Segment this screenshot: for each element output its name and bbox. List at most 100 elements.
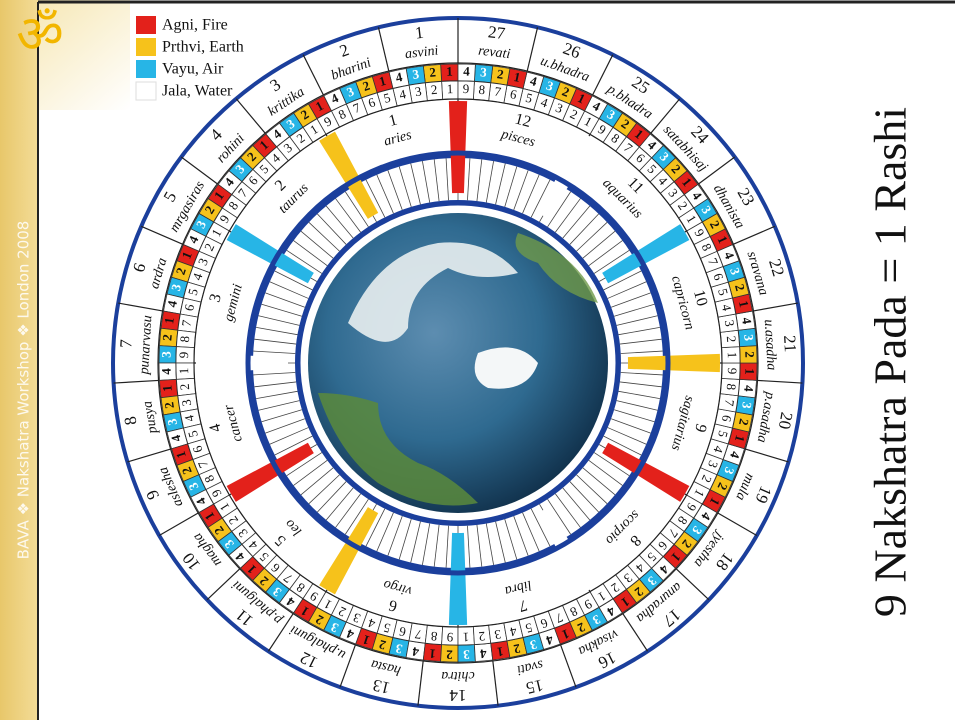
pada-number: 3 [727,266,743,277]
spoke [619,338,662,345]
pada-number: 4 [164,299,180,309]
nakshatra-number: 14 [449,686,467,705]
spoke [274,270,313,291]
nakshatra-divider [127,448,171,463]
pada-number: 2 [742,351,757,358]
spoke [607,427,647,445]
nakshatra-divider [526,27,539,72]
pada-number: 3 [159,351,174,358]
navamsha-number: 5 [715,287,731,297]
pada-number: 1 [736,299,752,308]
spoke [620,350,663,354]
nakshatra-divider [206,568,241,601]
pada-number: 1 [429,646,437,662]
pada-number: 2 [560,83,572,99]
spoke [308,222,340,252]
spoke [433,159,440,202]
legend-swatch [136,16,156,34]
nakshatra-divider [622,613,649,652]
spoke [398,166,412,207]
spoke [376,512,394,552]
spoke [588,460,623,486]
spoke [467,525,471,568]
spoke [308,474,340,504]
spoke [593,250,630,274]
navamsha-number: 8 [478,82,486,98]
legend-swatch [136,38,156,56]
navamsha-number: 5 [715,429,731,439]
spoke [603,435,642,456]
navamsha-number: 6 [538,615,549,631]
pada-number: 4 [479,646,487,662]
nakshatra-divider [757,379,803,384]
nakshatra-number: 15 [524,675,545,697]
side-strip [0,0,38,720]
pada-number: 1 [446,64,453,79]
navamsha-number: 6 [509,86,519,102]
pada-number: 2 [429,64,437,80]
rashi-number: 10 [690,288,711,308]
pada-number: 2 [512,641,521,657]
navamsha-number: 3 [493,627,502,643]
navamsha-number: 2 [177,383,193,391]
pada-number: 3 [528,637,539,653]
spoke [476,524,483,567]
spoke [616,315,658,326]
rashi-name: libra [503,577,533,599]
navamsha-number: 6 [366,94,377,110]
spoke [620,372,663,376]
pada-number: 3 [394,641,404,657]
navamsha-number: 2 [478,629,486,645]
spoke [576,474,608,504]
nakshatra-divider [560,644,577,688]
spoke [485,523,494,565]
navamsha-number: 9 [463,81,470,96]
nakshatra-divider [650,98,681,134]
navamsha-number: 4 [719,303,735,313]
spoke [433,524,440,567]
nakshatra-name: pusya [140,400,161,436]
spoke [619,381,662,388]
spoke [410,521,421,563]
spoke [562,487,591,521]
spoke [253,350,296,354]
pada-number: 1 [178,249,194,261]
pada-number: 4 [411,644,420,660]
navamsha-number: 4 [508,624,518,640]
element-bar [226,442,314,502]
nakshatra-number: 1 [414,23,425,43]
element-bar [196,353,289,373]
navamsha-number: 7 [493,83,502,99]
rashi-name: virgo [382,576,414,598]
pada-number: 4 [159,368,174,375]
navamsha-number: 4 [398,86,408,102]
nakshatra-number: 8 [120,415,140,427]
spoke [261,409,302,423]
nakshatra-number: 20 [775,411,797,431]
navamsha-number: 3 [195,256,211,268]
side-text: BAVA ❖ Nakshatra Workshop ❖ London 2008 [15,221,33,560]
nakshatra-divider [745,448,789,463]
spoke [365,179,386,218]
navamsha-number: 3 [554,100,566,116]
nakshatra-name: svati [515,657,544,678]
spoke [607,281,647,299]
spoke [274,435,313,456]
pada-number: 3 [164,417,180,427]
spoke [265,418,305,434]
navamsha-number: 6 [710,271,726,282]
spoke [269,281,309,299]
spoke [445,525,449,568]
navamsha-number: 9 [447,630,454,645]
spoke [300,230,334,259]
spoke [614,303,655,317]
nakshatra-number: 16 [595,648,619,673]
legend-label: Prthvi, Earth [162,39,244,56]
ring [295,200,621,526]
spoke [576,222,608,252]
spoke [530,179,551,218]
navamsha-number: 6 [189,443,205,454]
pada-number: 1 [159,385,175,393]
spoke [345,498,369,535]
navamsha-number: 6 [397,624,407,640]
